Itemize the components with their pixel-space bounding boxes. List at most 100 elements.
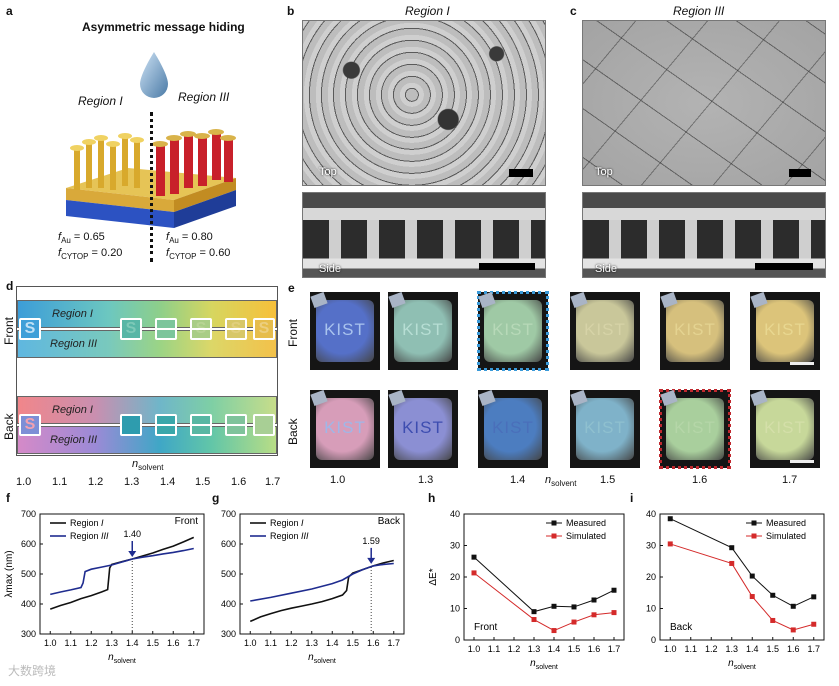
series-line [249, 559, 394, 623]
sem-side-region1: Side [302, 192, 546, 278]
panel-d-xlabel: nsolvent [132, 458, 164, 473]
chart-title: Back [378, 516, 401, 527]
kist-text: KIST [674, 320, 716, 339]
panel-a-region1: Region I [78, 94, 123, 108]
droplet-icon [140, 52, 168, 98]
data-point [729, 545, 735, 551]
y-tick-label: 400 [21, 599, 36, 609]
panel-label-b: b [287, 4, 295, 18]
sample-film [394, 300, 452, 362]
kist-text: KIST [492, 320, 534, 339]
panel-d-front: Front [2, 316, 16, 345]
tick-label: 1.3 [124, 476, 140, 488]
data-point [749, 573, 755, 579]
sample-film [576, 300, 634, 362]
legend-label: Region I [70, 518, 104, 528]
x-axis-label: nsolvent [108, 652, 136, 665]
back-region1-label: Region I [52, 404, 93, 416]
x-tick-label: 1.3 [528, 644, 541, 654]
sample-photo: KIST [750, 292, 820, 370]
series-line [50, 547, 194, 596]
x-tick-label: 1.5 [766, 644, 779, 654]
kist-text: KIST [764, 320, 806, 339]
sample-photo: KIST [388, 390, 458, 468]
series-line [473, 556, 615, 613]
x-tick-label: 1.6 [787, 644, 800, 654]
panel-a-region3: Region III [178, 90, 230, 104]
arrow-head-icon [128, 551, 137, 557]
x-tick-label: 1.0 [44, 638, 57, 648]
plot-frame [39, 513, 205, 635]
sample-photo: KIST [478, 390, 548, 468]
f-au-region3: fAu = 0.80 [166, 231, 213, 246]
sample-photo: KIST [310, 390, 380, 468]
region-divider [150, 112, 153, 262]
panel-a-title: Asymmetric message hiding [82, 20, 245, 34]
sem-top-label: Top [319, 166, 337, 178]
series-line [49, 536, 195, 610]
y-tick-label: 30 [646, 541, 656, 551]
panel-c-title: Region III [673, 4, 725, 18]
scale-bar [755, 263, 813, 270]
kist-text: KIST [402, 320, 444, 339]
sample-film [666, 300, 724, 362]
x-axis-label: nsolvent [728, 658, 756, 671]
x-tick-label: 1.0 [468, 644, 481, 654]
y-tick-label: 40 [646, 509, 656, 519]
x-tick-label: 1.3 [105, 638, 118, 648]
back-region3-bar [17, 426, 277, 454]
y-tick-label: 300 [221, 629, 236, 639]
data-point [611, 610, 617, 616]
sample-film [756, 398, 814, 460]
tick-label: 1.6 [692, 474, 708, 486]
x-tick-label: 1.3 [305, 638, 318, 648]
f-au-region1: fAu = 0.65 [58, 231, 105, 246]
data-point [531, 609, 537, 615]
series-line [670, 518, 814, 607]
y-tick-label: 20 [646, 572, 656, 582]
legend-marker [551, 533, 557, 539]
data-point [770, 617, 776, 623]
tick-label: 1.0 [16, 476, 32, 488]
sem-side-label: Side [319, 263, 342, 275]
panel-e-ticks: 1.0 1.3 1.4 1.5 1.6 1.7 nsolvent [300, 474, 836, 490]
legend-label: Simulated [566, 531, 606, 541]
y-tick-label: 0 [651, 635, 656, 645]
data-point [790, 627, 796, 633]
chart-i: 1.0 1.1 1.2 1.3 1.4 1.5 1.6 1.7 0 10 20 30 40 nsolven… [646, 509, 825, 671]
arrow-head-icon [367, 557, 376, 564]
x-tick-label: 1.0 [664, 644, 677, 654]
x-tick-label: 1.2 [285, 638, 298, 648]
data-point [571, 619, 577, 625]
data-point [551, 628, 557, 634]
x-tick-label: 1.1 [684, 644, 697, 654]
data-point [770, 592, 776, 598]
series-line [250, 562, 394, 602]
data-point [611, 587, 617, 593]
sample-film [316, 300, 374, 362]
tick-label: 1.1 [52, 476, 68, 488]
tick-label: 1.5 [195, 476, 211, 488]
legend-label: Measured [566, 518, 606, 528]
x-tick-label: 1.1 [488, 644, 501, 654]
data-point [811, 594, 817, 600]
tick-label: 1.2 [88, 476, 104, 488]
legend-label: Measured [766, 518, 806, 528]
photo-grid: KIST KIST KIST KIST KIST KIST KIST KIST KIST KIST… [300, 291, 836, 472]
x-tick-label: 1.0 [244, 638, 257, 648]
sample-film [576, 398, 634, 460]
back-region3-label: Region III [50, 434, 98, 446]
data-point [471, 570, 477, 576]
panel-d-back: Back [2, 413, 16, 440]
s-square: S [19, 318, 41, 340]
x-tick-label: 1.5 [568, 644, 581, 654]
annotation-label: 1.59 [362, 536, 380, 546]
legend-label: Region I [270, 518, 304, 528]
sample-photo: KIST [659, 389, 731, 469]
scale-bar [479, 263, 535, 270]
sample-film [756, 300, 814, 362]
panel-d-box [16, 286, 278, 456]
connector-line [142, 424, 254, 426]
x-tick-label: 1.7 [807, 644, 820, 654]
x-tick-label: 1.5 [346, 638, 359, 648]
